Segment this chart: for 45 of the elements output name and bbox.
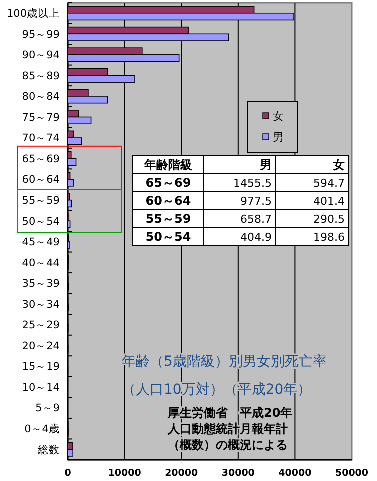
annotation: 658.7 (240, 212, 272, 226)
y-tick-label: 30～34 (22, 298, 60, 311)
annotation: 401.4 (314, 194, 345, 208)
annotation: 65～69 (146, 176, 192, 190)
annotation: 1455.5 (234, 176, 272, 190)
legend-label: 男 (273, 130, 284, 144)
y-tick-label: 5～9 (36, 402, 60, 415)
y-tick-label: 15～19 (22, 361, 60, 374)
y-tick-label: 65～69 (22, 153, 60, 166)
y-tick-label: 0～4歳 (24, 422, 60, 436)
x-tick-label: 10000 (108, 468, 142, 479)
annotation: 198.6 (314, 230, 345, 244)
y-tick-label: 10～14 (22, 382, 60, 394)
y-tick-label: 85～89 (22, 70, 60, 82)
y-tick-label: 80～84 (22, 91, 60, 104)
y-tick-label: 45～49 (22, 236, 60, 249)
y-tick-label: 50～54 (22, 216, 60, 228)
y-tick-label: 35～39 (22, 278, 60, 290)
y-tick-label: 100歳以上 (6, 7, 60, 20)
y-tick-label: 90～94 (22, 50, 60, 62)
annotation: 50～54 (146, 230, 192, 244)
annotation: 404.9 (240, 230, 272, 244)
y-tick-label: 95～99 (22, 28, 60, 41)
x-tick-label: 40000 (278, 468, 312, 479)
annotation: 女 (332, 158, 345, 172)
annotation: 55～59 (146, 212, 192, 226)
annotation: 594.7 (314, 176, 345, 190)
annotation: 60～64 (146, 194, 192, 208)
y-tick-label: 75～79 (22, 112, 60, 124)
x-tick-label: 30000 (222, 468, 256, 479)
x-tick-label: 0 (64, 468, 72, 479)
y-tick-label: 55～59 (22, 195, 60, 208)
y-tick-label: 70～74 (22, 132, 60, 145)
y-tick-label: 20～24 (22, 340, 60, 352)
y-tick-label: 40～44 (22, 257, 60, 270)
y-tick-label: 25～29 (22, 320, 60, 332)
y-tick-label: 総数 (37, 444, 60, 456)
annotation: 男 (259, 158, 272, 172)
y-tick-label: 60～64 (22, 174, 60, 186)
annotation: 290.5 (314, 212, 345, 226)
annotation: 年齢階級 (144, 158, 194, 172)
x-tick-label: 50000 (335, 468, 369, 479)
legend-label: 女 (273, 110, 284, 123)
annotation: 977.5 (240, 194, 272, 208)
x-tick-label: 20000 (165, 468, 199, 479)
